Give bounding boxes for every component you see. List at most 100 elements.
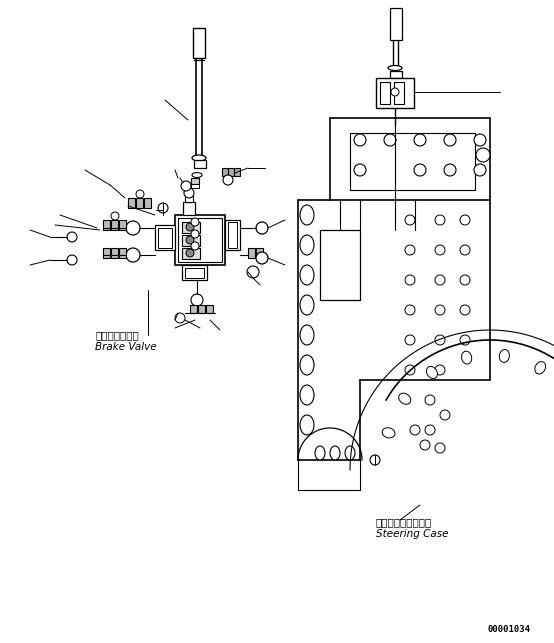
Circle shape: [405, 215, 415, 225]
Circle shape: [460, 305, 470, 315]
Bar: [103, 248, 110, 258]
Bar: [178, 218, 222, 262]
Bar: [144, 198, 151, 208]
Circle shape: [405, 305, 415, 315]
Ellipse shape: [388, 66, 402, 71]
Text: Steering Case: Steering Case: [376, 529, 449, 539]
Bar: [182, 235, 200, 246]
Bar: [155, 225, 175, 250]
Bar: [193, 28, 205, 58]
Circle shape: [191, 230, 199, 238]
Bar: [376, 78, 414, 108]
Circle shape: [370, 455, 380, 465]
Bar: [394, 82, 404, 104]
Circle shape: [256, 252, 268, 264]
Circle shape: [425, 425, 435, 435]
Bar: [158, 228, 172, 248]
Ellipse shape: [300, 265, 314, 285]
Bar: [390, 71, 402, 78]
Bar: [198, 305, 205, 313]
Circle shape: [425, 395, 435, 405]
Bar: [228, 168, 234, 176]
Circle shape: [444, 164, 456, 176]
Circle shape: [126, 221, 140, 235]
Bar: [136, 198, 143, 208]
Circle shape: [435, 215, 445, 225]
Ellipse shape: [399, 393, 411, 404]
Circle shape: [435, 335, 445, 345]
Bar: [191, 184, 199, 188]
Circle shape: [191, 218, 199, 226]
Circle shape: [414, 164, 426, 176]
Bar: [225, 220, 240, 250]
Circle shape: [420, 440, 430, 450]
Circle shape: [111, 212, 119, 220]
Bar: [175, 215, 225, 265]
Ellipse shape: [300, 415, 314, 435]
Bar: [390, 8, 402, 40]
Circle shape: [405, 245, 415, 255]
Circle shape: [405, 275, 415, 285]
Ellipse shape: [300, 295, 314, 315]
Ellipse shape: [300, 205, 314, 225]
Bar: [111, 220, 118, 230]
Ellipse shape: [330, 446, 340, 460]
Circle shape: [181, 181, 191, 191]
Bar: [119, 248, 126, 258]
Bar: [191, 178, 199, 184]
Circle shape: [474, 134, 486, 146]
Circle shape: [460, 335, 470, 345]
Circle shape: [191, 294, 203, 306]
Bar: [185, 268, 204, 278]
Bar: [256, 248, 263, 258]
Text: ステアリングケース: ステアリングケース: [376, 517, 432, 527]
Ellipse shape: [192, 172, 202, 177]
Circle shape: [191, 242, 199, 250]
Circle shape: [460, 245, 470, 255]
Circle shape: [247, 266, 259, 278]
Circle shape: [391, 88, 399, 96]
Circle shape: [435, 305, 445, 315]
Circle shape: [435, 275, 445, 285]
Circle shape: [158, 203, 168, 213]
Circle shape: [414, 134, 426, 146]
Circle shape: [435, 245, 445, 255]
Bar: [190, 305, 197, 313]
Circle shape: [354, 134, 366, 146]
Circle shape: [67, 255, 77, 265]
Text: ブレーキバルブ: ブレーキバルブ: [95, 330, 138, 340]
Ellipse shape: [427, 367, 438, 379]
Ellipse shape: [382, 428, 395, 438]
Bar: [380, 82, 390, 104]
Circle shape: [410, 425, 420, 435]
Bar: [183, 202, 195, 215]
Circle shape: [67, 232, 77, 242]
Circle shape: [186, 249, 194, 257]
Circle shape: [184, 188, 194, 198]
Bar: [182, 248, 200, 259]
Circle shape: [444, 134, 456, 146]
Circle shape: [474, 164, 486, 176]
Ellipse shape: [192, 155, 206, 161]
Bar: [206, 305, 213, 313]
Text: Brake Valve: Brake Valve: [95, 342, 157, 352]
Text: 00001034: 00001034: [487, 625, 530, 634]
Ellipse shape: [345, 446, 355, 460]
Circle shape: [175, 313, 185, 323]
Circle shape: [476, 148, 490, 162]
Circle shape: [460, 215, 470, 225]
Circle shape: [186, 236, 194, 244]
Circle shape: [223, 175, 233, 185]
Ellipse shape: [499, 350, 509, 363]
Ellipse shape: [300, 385, 314, 405]
Circle shape: [186, 223, 194, 231]
Ellipse shape: [300, 235, 314, 255]
Circle shape: [405, 365, 415, 375]
Bar: [128, 198, 135, 208]
Circle shape: [435, 443, 445, 453]
Circle shape: [136, 190, 144, 198]
Bar: [103, 220, 110, 230]
Bar: [228, 222, 237, 248]
Bar: [234, 168, 240, 176]
Ellipse shape: [461, 351, 471, 364]
